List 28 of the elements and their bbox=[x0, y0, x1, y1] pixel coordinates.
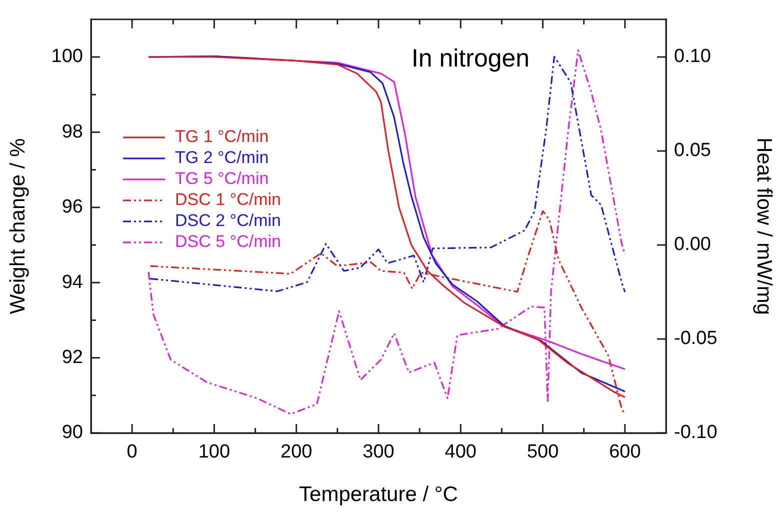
legend-label: TG 5 °C/min bbox=[175, 169, 269, 188]
x-tick-label: 400 bbox=[444, 442, 476, 463]
x-axis-title: Temperature / °C bbox=[299, 483, 458, 506]
x-tick-label: 300 bbox=[362, 442, 394, 463]
y-tick-label: 90 bbox=[62, 422, 83, 444]
x-tick-label: 600 bbox=[609, 442, 641, 463]
x-tick-label: 100 bbox=[198, 442, 230, 463]
y-tick-label: 100 bbox=[51, 46, 83, 68]
y-tick-label: 98 bbox=[62, 121, 83, 142]
y2-tick-label: -0.10 bbox=[674, 422, 718, 444]
y-tick-label: 96 bbox=[62, 196, 83, 218]
legend-label: TG 1 °C/min bbox=[175, 127, 269, 146]
text: In nitrogen bbox=[411, 44, 530, 72]
legend-label: DSC 1 °C/min bbox=[175, 190, 281, 210]
legend-label: DSC 5 °C/min bbox=[175, 232, 281, 252]
y-tick-label: 94 bbox=[62, 272, 84, 293]
y2-tick-label: 0.10 bbox=[674, 46, 711, 68]
legend-label: TG 2 °C/min bbox=[175, 148, 269, 168]
legend-label: DSC 2 °C/min bbox=[175, 211, 281, 230]
y2-axis-title: Heat flow / mW/mg bbox=[752, 138, 776, 315]
x-tick-label: 200 bbox=[280, 442, 312, 463]
y-axis-title: Weight change / % bbox=[6, 138, 30, 314]
x-tick-label: 0 bbox=[126, 442, 138, 463]
y-tick-label: 92 bbox=[62, 347, 83, 368]
y2-tick-label: -0.05 bbox=[674, 328, 718, 350]
y2-tick-label: 0.00 bbox=[674, 234, 711, 256]
y2-tick-label: 0.05 bbox=[674, 140, 711, 162]
x-tick-label: 500 bbox=[526, 442, 559, 463]
